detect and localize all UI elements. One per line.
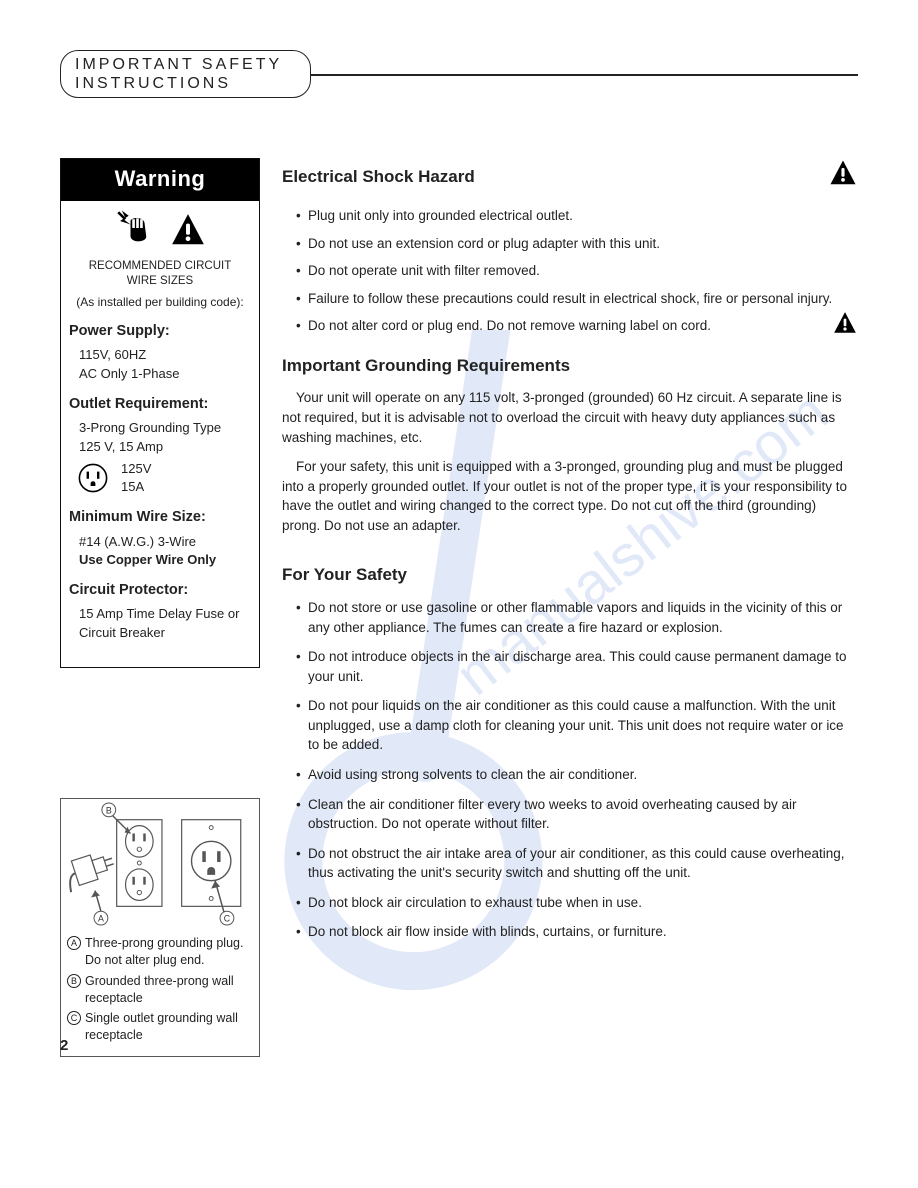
svg-text:A: A xyxy=(98,913,104,923)
shock-hand-icon xyxy=(113,207,155,254)
power-supply-line2: AC Only 1-Phase xyxy=(79,365,251,384)
min-wire-line2: Use Copper Wire Only xyxy=(79,551,251,570)
esh-title: Electrical Shock Hazard xyxy=(282,165,475,190)
outlet-line2: 125 V, 15 Amp xyxy=(79,438,251,457)
wire-label-1: RECOMMENDED CIRCUIT xyxy=(89,260,231,272)
esh-bullet: Plug unit only into grounded electrical … xyxy=(296,206,858,226)
plug-caption-a: Three-prong grounding plug. Do not alter… xyxy=(85,935,253,969)
wire-sub: (As installed per building code): xyxy=(69,294,251,311)
safety-bullet: Do not introduce objects in the air disc… xyxy=(296,647,858,686)
esh-bullet-list: Plug unit only into grounded electrical … xyxy=(282,206,858,336)
warning-triangle-icon xyxy=(828,158,858,196)
min-wire-line1: #14 (A.W.G.) 3-Wire xyxy=(79,533,251,552)
warning-triangle-icon xyxy=(169,211,207,254)
power-supply-line1: 115V, 60HZ xyxy=(79,346,251,365)
page-header: IMPORTANT SAFETY INSTRUCTIONS xyxy=(60,50,858,98)
outlet-icon-v: 125V xyxy=(121,460,151,478)
safety-bullet: Do not block air circulation to exhaust … xyxy=(296,893,858,913)
safety-bullet: Do not store or use gasoline or other fl… xyxy=(296,598,858,637)
safety-bullet: Do not obstruct the air intake area of y… xyxy=(296,844,858,883)
svg-text:C: C xyxy=(224,913,231,923)
plug-figure-illustration: B A C xyxy=(61,799,259,929)
grounding-title: Important Grounding Requirements xyxy=(282,354,570,379)
safety-title: For Your Safety xyxy=(282,563,407,588)
safety-bullet: Avoid using strong solvents to clean the… xyxy=(296,765,858,785)
grounding-para-1: Your unit will operate on any 115 volt, … xyxy=(282,388,858,447)
warning-triangle-icon xyxy=(832,310,858,342)
header-title-line2: INSTRUCTIONS xyxy=(75,74,282,93)
esh-bullet: Do not operate unit with filter removed. xyxy=(296,261,858,281)
esh-bullet: Do not use an extension cord or plug ada… xyxy=(296,234,858,254)
circuit-protector-heading: Circuit Protector: xyxy=(69,580,251,601)
outlet-icon xyxy=(77,462,109,494)
label-b-icon: B xyxy=(67,974,81,988)
esh-bullet: Failure to follow these precautions coul… xyxy=(296,289,858,309)
plug-figure: B A C A Three-prong grounding plug. Do n xyxy=(60,798,260,1057)
safety-bullet: Do not block air flow inside with blinds… xyxy=(296,922,858,942)
outlet-icon-a: 15A xyxy=(121,478,151,496)
warning-heading: Warning xyxy=(61,159,259,201)
grounding-para-2: For your safety, this unit is equipped w… xyxy=(282,457,858,535)
page-number: 2 xyxy=(60,1035,858,1057)
esh-bullet: Do not alter cord or plug end. Do not re… xyxy=(296,316,858,336)
wire-label-2: WIRE SIZES xyxy=(127,275,193,287)
header-title-line1: IMPORTANT SAFETY xyxy=(75,55,282,74)
label-a-icon: A xyxy=(67,936,81,950)
safety-bullet: Clean the air conditioner filter every t… xyxy=(296,795,858,834)
safety-bullet-list: Do not store or use gasoline or other fl… xyxy=(282,598,858,942)
power-supply-heading: Power Supply: xyxy=(69,321,251,342)
outlet-req-heading: Outlet Requirement: xyxy=(69,394,251,415)
header-pill: IMPORTANT SAFETY INSTRUCTIONS xyxy=(60,50,311,98)
min-wire-heading: Minimum Wire Size: xyxy=(69,507,251,528)
esh-bullet-text: Do not alter cord or plug end. Do not re… xyxy=(308,318,711,333)
warning-box: Warning xyxy=(60,158,260,668)
plug-caption-b: Grounded three-prong wall receptacle xyxy=(85,973,253,1007)
label-c-icon: C xyxy=(67,1011,81,1025)
outlet-line1: 3-Prong Grounding Type xyxy=(79,419,251,438)
safety-bullet: Do not pour liquids on the air condition… xyxy=(296,696,858,755)
circuit-protector-line1: 15 Amp Time Delay Fuse or Circuit Breake… xyxy=(79,605,251,643)
svg-text:B: B xyxy=(106,805,112,815)
